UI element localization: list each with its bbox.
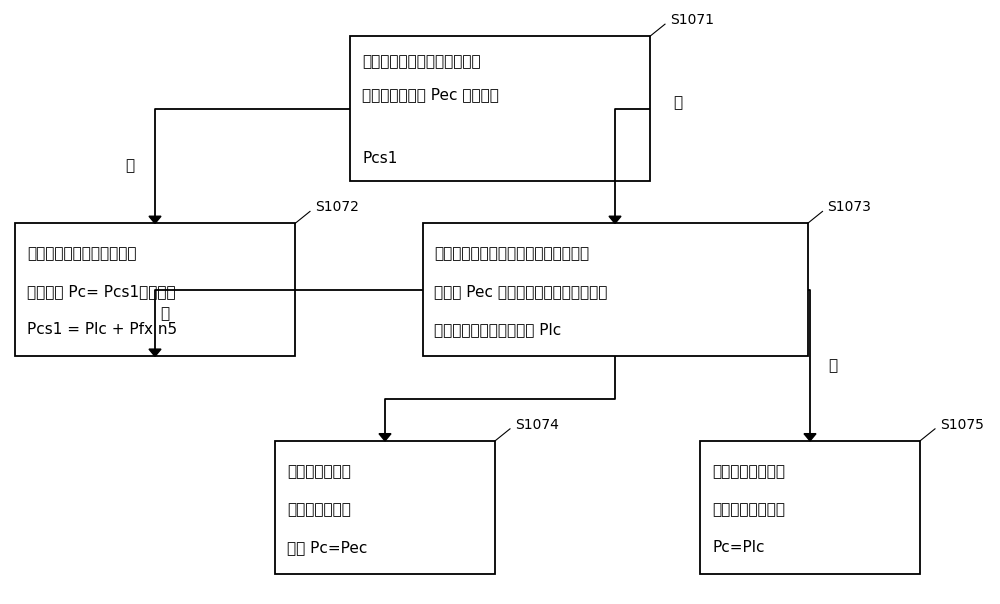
- Text: 结束时的电池电量: 结束时的电池电量: [712, 502, 785, 517]
- Text: 算电量 Pec 是否大于上一电量估算周期: 算电量 Pec 是否大于上一电量估算周期: [434, 284, 608, 300]
- Text: 是: 是: [125, 159, 135, 173]
- Text: 是: 是: [160, 307, 170, 321]
- Text: 否: 否: [673, 95, 683, 110]
- Polygon shape: [804, 434, 816, 441]
- Text: S1072: S1072: [315, 201, 359, 214]
- Polygon shape: [149, 216, 161, 223]
- Text: Pcs1: Pcs1: [362, 151, 397, 166]
- Bar: [700, 441, 920, 574]
- Text: S1071: S1071: [670, 13, 714, 27]
- Bar: [422, 223, 808, 356]
- Bar: [15, 223, 295, 356]
- Text: 判断本次电量估算周期结束时的电池估: 判断本次电量估算周期结束时的电池估: [434, 246, 590, 262]
- Text: 本次电量估算周期结束时的: 本次电量估算周期结束时的: [27, 246, 136, 262]
- Text: Pc=Plc: Pc=Plc: [712, 540, 765, 554]
- Text: 判断本次电量估算周期结束时: 判断本次电量估算周期结束时: [362, 54, 481, 69]
- Text: 本次电量估算周期: 本次电量估算周期: [712, 464, 785, 479]
- Text: 期结束时的电池: 期结束时的电池: [287, 502, 351, 517]
- Polygon shape: [379, 434, 391, 441]
- Text: 本次电量估算周: 本次电量估算周: [287, 464, 351, 479]
- Polygon shape: [149, 349, 161, 356]
- Polygon shape: [609, 216, 621, 223]
- Text: 的电池估算电量 Pec 是否大于: 的电池估算电量 Pec 是否大于: [362, 87, 499, 101]
- Text: 结束时所保存的电池电量 Plc: 结束时所保存的电池电量 Plc: [434, 323, 562, 337]
- Text: 电量 Pc=Pec: 电量 Pc=Pec: [287, 540, 367, 554]
- Text: 电池电量 Pc= Pcs1，其中，: 电池电量 Pc= Pcs1，其中，: [27, 284, 176, 300]
- Bar: [275, 441, 495, 574]
- Text: Pcs1 = Plc + Pfx n5: Pcs1 = Plc + Pfx n5: [27, 323, 177, 337]
- Bar: [350, 36, 650, 181]
- Text: S1073: S1073: [828, 201, 871, 214]
- Text: S1075: S1075: [940, 418, 984, 432]
- Text: S1074: S1074: [515, 418, 559, 432]
- Text: 否: 否: [828, 358, 837, 373]
